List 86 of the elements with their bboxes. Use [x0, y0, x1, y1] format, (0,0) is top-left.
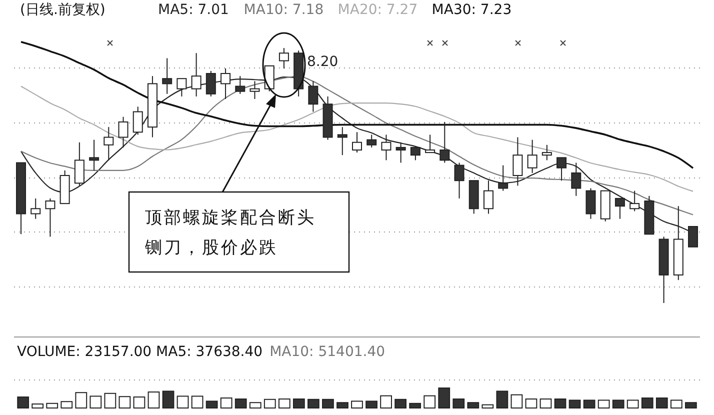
- bar: [366, 400, 378, 408]
- bar: [482, 404, 494, 408]
- bar: [162, 390, 174, 408]
- bar: [626, 400, 639, 408]
- bar: [60, 401, 73, 408]
- candlestick: [366, 134, 377, 148]
- bar: [336, 402, 348, 408]
- candlestick: [45, 198, 56, 238]
- chart-title: (日线.前复权): [20, 2, 106, 18]
- bar: [598, 400, 610, 408]
- bar: [409, 402, 422, 408]
- candlestick: [89, 139, 100, 171]
- bar: [75, 392, 88, 408]
- candlestick: [132, 106, 143, 136]
- bar: [656, 398, 668, 408]
- text: MA30: 7.23: [432, 2, 512, 18]
- bar: [583, 400, 596, 408]
- candlestick: [396, 142, 406, 164]
- bar: [612, 400, 624, 408]
- candlestick: [483, 180, 494, 214]
- bar: [525, 398, 538, 408]
- bar: [641, 398, 654, 408]
- bar: [540, 398, 552, 408]
- bar: [380, 395, 392, 408]
- candlestick: [278, 48, 289, 69]
- candlestick: [352, 132, 362, 154]
- candlestick: [527, 139, 538, 174]
- candlestick: [542, 144, 552, 161]
- bar: [191, 396, 204, 408]
- candlestick: [410, 146, 420, 161]
- bar: [292, 398, 305, 408]
- candlestick: [118, 116, 128, 148]
- bar: [554, 398, 566, 408]
- text: MA20: 7.27: [338, 2, 418, 18]
- candlestick: [440, 121, 450, 164]
- bar: [264, 398, 276, 408]
- bar: [278, 398, 290, 408]
- bar: [206, 400, 218, 408]
- annotation: 顶部螺旋桨配合断头铡刀，股价必跌: [144, 208, 316, 258]
- bar: [176, 396, 189, 408]
- candlestick: [512, 136, 523, 186]
- bar: [496, 390, 508, 408]
- bar: [510, 394, 523, 408]
- candlestick: [454, 162, 464, 199]
- candlestick: [425, 134, 436, 154]
- candlestick: [74, 142, 84, 186]
- bar: [568, 400, 581, 408]
- candlestick: [630, 190, 640, 212]
- text: MA5: 7.01: [158, 2, 229, 18]
- bar: [249, 402, 262, 408]
- bar: [104, 392, 116, 408]
- candlestick: [614, 198, 625, 220]
- bar: [394, 398, 406, 408]
- bar: [17, 396, 30, 408]
- bar: [148, 392, 160, 408]
- bar: [438, 388, 450, 408]
- candlestick: [381, 134, 392, 161]
- candlestick: [498, 164, 508, 192]
- bar: [32, 404, 44, 408]
- text: MA10: 7.18: [244, 2, 324, 18]
- candlestick: [104, 126, 114, 161]
- candlestick: [337, 126, 348, 156]
- candlestick: [586, 188, 596, 220]
- candlestick: [250, 80, 260, 100]
- bar: [46, 402, 58, 408]
- chart-title: VOLUME: 23157.00 MA5: 37638.40: [17, 344, 263, 360]
- candlestick: [308, 80, 318, 112]
- bar: [308, 398, 320, 408]
- candlestick: [30, 198, 41, 220]
- bar: [452, 398, 465, 408]
- bar: [234, 398, 247, 408]
- bar: [467, 402, 480, 408]
- candlestick: [571, 162, 582, 196]
- bar: [90, 396, 102, 408]
- bar: [118, 396, 131, 408]
- bar: [424, 395, 436, 408]
- text: MA10: 51401.40: [270, 344, 386, 360]
- annotation: 8.20: [307, 54, 338, 70]
- bar: [322, 398, 334, 408]
- bar: [684, 402, 697, 408]
- candlestick: [162, 58, 172, 94]
- bar: [220, 398, 232, 408]
- bar: [133, 396, 146, 408]
- candlestick: [556, 157, 567, 182]
- bar: [351, 400, 363, 408]
- bar: [670, 400, 682, 408]
